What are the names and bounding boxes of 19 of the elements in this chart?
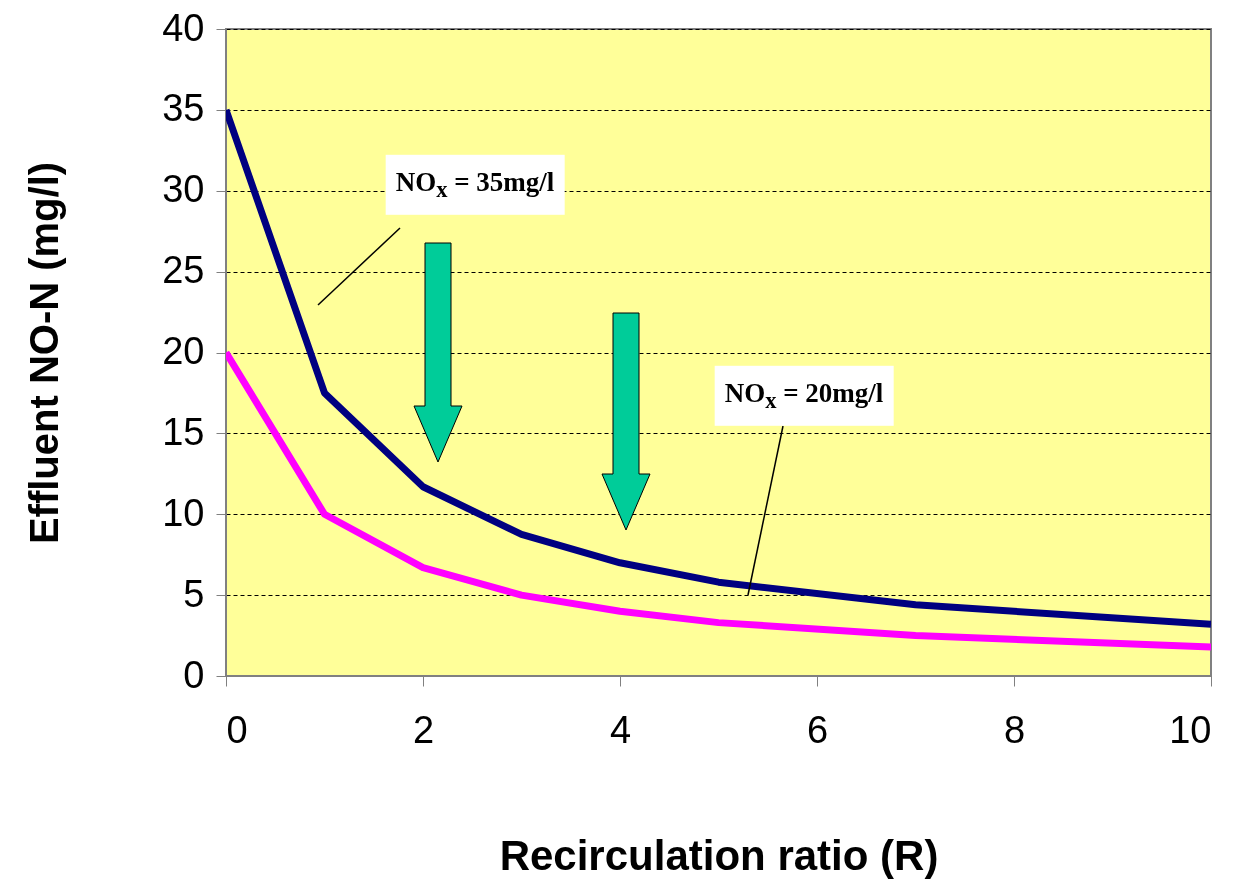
- y-tick-label: 5: [183, 572, 205, 615]
- y-tick-label: 40: [162, 6, 205, 49]
- x-tick-label: 4: [609, 708, 632, 751]
- y-tick-label: 20: [162, 330, 205, 372]
- x-tick-label: 0: [226, 708, 248, 751]
- annotation: NO$_{x}$ = 20mg/l: [714, 365, 894, 427]
- y-tick-label: 15: [162, 410, 205, 453]
- annotation: NO$_{x}$ = 35mg/l: [385, 154, 565, 216]
- x-tick-label: 2: [412, 708, 435, 751]
- y-tick-label: 0: [183, 653, 205, 696]
- x-tick-label: 6: [806, 708, 829, 751]
- x-tick-label: 8: [1003, 708, 1026, 751]
- y-tick-label: 10: [162, 491, 205, 534]
- y-tick-label: 30: [162, 168, 205, 211]
- y-axis-title: Effluent NO-N (mg/l): [21, 161, 66, 545]
- y-tick-label: 35: [162, 87, 205, 130]
- x-tick-label: 10: [1169, 708, 1212, 751]
- x-axis-title: Recirculation ratio (R): [499, 831, 939, 879]
- y-tick-label: 25: [162, 249, 205, 292]
